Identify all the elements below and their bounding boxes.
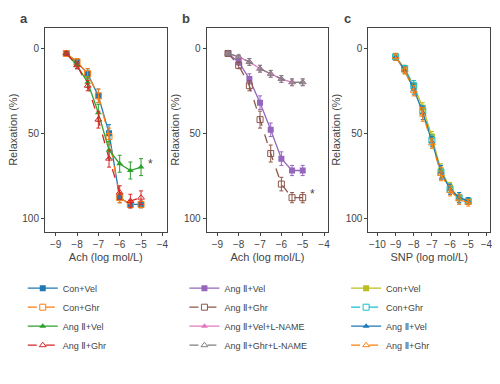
- svg-text:Con+Vel: Con+Vel: [63, 284, 97, 294]
- svg-text:Ach (log mol/L): Ach (log mol/L): [69, 251, 143, 263]
- svg-text:Con+Ghr: Con+Ghr: [386, 303, 423, 313]
- svg-text:−5: −5: [135, 239, 147, 250]
- svg-text:0: 0: [357, 43, 363, 54]
- svg-text:Ang Ⅱ+Ghr: Ang Ⅱ+Ghr: [63, 341, 106, 351]
- svg-text:−8: −8: [408, 239, 420, 250]
- svg-text:−6: −6: [114, 239, 126, 250]
- svg-text:−7: −7: [254, 239, 266, 250]
- svg-text:−4: −4: [481, 239, 493, 250]
- svg-text:−4: −4: [318, 239, 330, 250]
- svg-text:0: 0: [33, 43, 39, 54]
- svg-text:Relaxation (%): Relaxation (%): [7, 94, 19, 166]
- svg-text:−5: −5: [463, 239, 475, 250]
- svg-text:−5: −5: [297, 239, 309, 250]
- svg-text:−9: −9: [390, 239, 402, 250]
- svg-text:−7: −7: [93, 239, 105, 250]
- svg-text:Con+Ghr: Con+Ghr: [63, 303, 100, 313]
- svg-text:100: 100: [22, 213, 39, 224]
- svg-text:b: b: [182, 11, 190, 26]
- svg-text:0: 0: [195, 43, 201, 54]
- svg-text:Con+Vel: Con+Vel: [386, 284, 420, 294]
- svg-text:*: *: [310, 187, 315, 201]
- svg-text:Ang Ⅱ+Ghr+L-NAME: Ang Ⅱ+Ghr+L-NAME: [224, 341, 306, 351]
- svg-text:100: 100: [184, 213, 201, 224]
- svg-text:−8: −8: [233, 239, 245, 250]
- svg-text:−4: −4: [157, 239, 169, 250]
- svg-text:*: *: [148, 157, 153, 171]
- svg-text:100: 100: [346, 213, 363, 224]
- svg-text:Ang Ⅱ+Vel: Ang Ⅱ+Vel: [386, 322, 427, 332]
- svg-text:Relaxation (%): Relaxation (%): [330, 94, 342, 166]
- svg-text:Ang Ⅱ+Vel+L-NAME: Ang Ⅱ+Vel+L-NAME: [224, 322, 304, 332]
- svg-text:−6: −6: [444, 239, 456, 250]
- svg-text:Ach (log mol/L): Ach (log mol/L): [231, 251, 305, 263]
- svg-text:−8: −8: [71, 239, 83, 250]
- svg-text:Ang Ⅱ+Vel: Ang Ⅱ+Vel: [63, 322, 104, 332]
- svg-text:Ang Ⅱ+Ghr: Ang Ⅱ+Ghr: [224, 303, 267, 313]
- svg-text:c: c: [344, 11, 351, 26]
- svg-text:Ang Ⅱ+Ghr: Ang Ⅱ+Ghr: [386, 341, 429, 351]
- svg-text:Ang Ⅱ+Vel: Ang Ⅱ+Vel: [224, 284, 265, 294]
- svg-text:a: a: [20, 11, 28, 26]
- svg-text:SNP (log mol/L): SNP (log mol/L): [390, 251, 467, 263]
- svg-text:Relaxation (%): Relaxation (%): [169, 94, 181, 166]
- svg-text:−10: −10: [369, 239, 386, 250]
- svg-text:50: 50: [351, 128, 363, 139]
- svg-text:50: 50: [28, 128, 40, 139]
- svg-text:50: 50: [190, 128, 202, 139]
- svg-text:−7: −7: [426, 239, 438, 250]
- svg-text:−9: −9: [212, 239, 224, 250]
- svg-text:−6: −6: [276, 239, 288, 250]
- svg-text:−9: −9: [50, 239, 62, 250]
